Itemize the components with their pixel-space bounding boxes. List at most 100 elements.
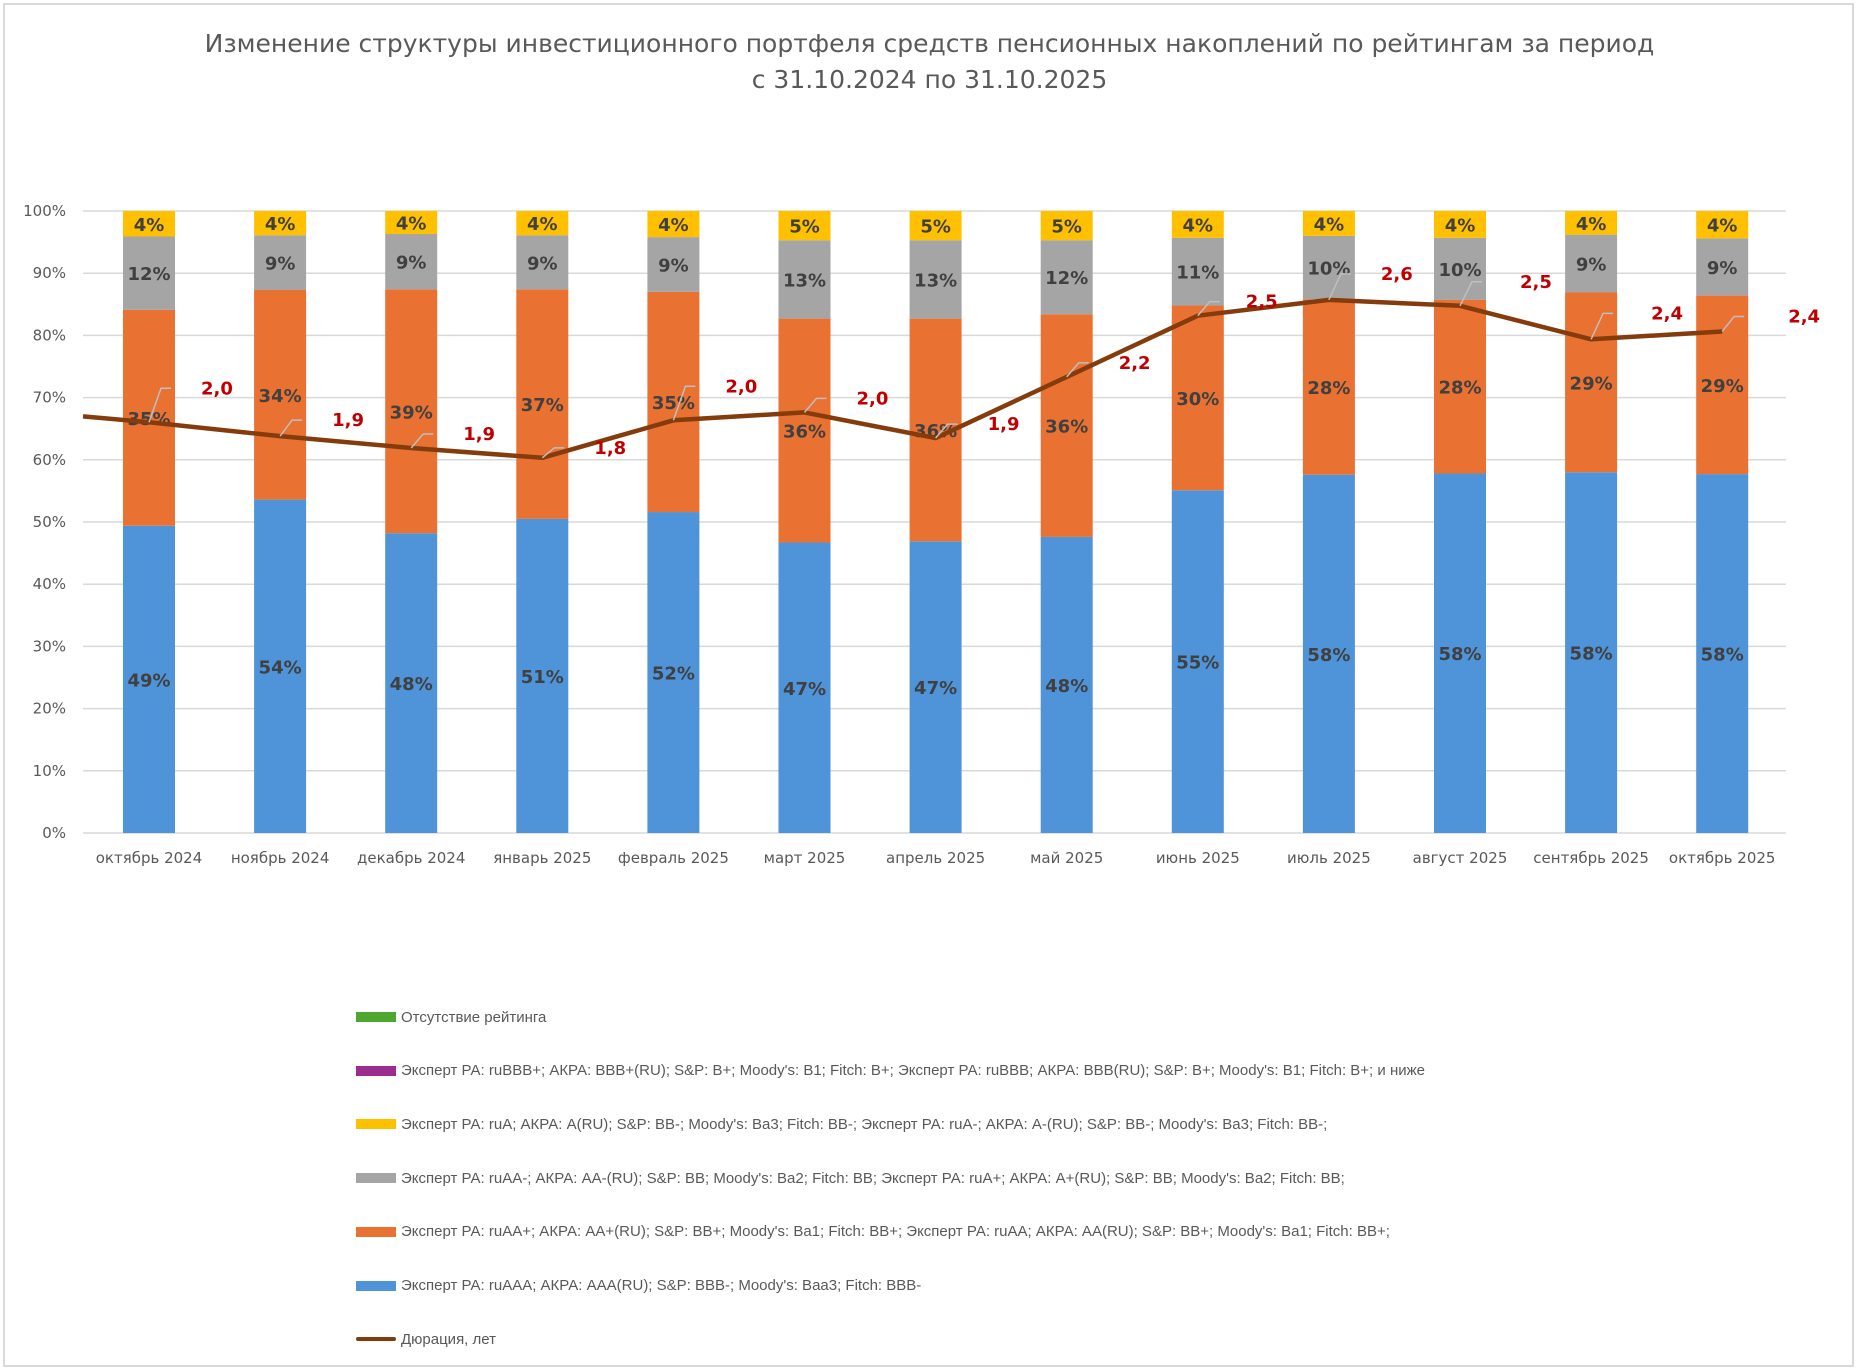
bar-segment bbox=[1696, 295, 1749, 475]
bar-data-label: 47% bbox=[914, 678, 957, 699]
bar-segment bbox=[647, 291, 700, 513]
y-tick-label: 100% bbox=[23, 202, 66, 220]
legend-label: Эксперт РА: ruBBB+; АКРА: BBB+(RU); S&P:… bbox=[401, 1062, 1425, 1080]
bar-data-label: 4% bbox=[134, 215, 165, 236]
y-tick-label: 90% bbox=[33, 264, 66, 282]
bar-data-label: 9% bbox=[1707, 258, 1738, 279]
duration-data-label: 2,4 bbox=[1788, 306, 1820, 327]
bar-data-label: 52% bbox=[652, 664, 695, 685]
bar-segment bbox=[1302, 235, 1355, 300]
bar-data-label: 58% bbox=[1701, 645, 1744, 666]
bar-data-label: 34% bbox=[259, 386, 302, 407]
bar-segment bbox=[123, 236, 175, 310]
x-tick-label: июнь 2025 bbox=[1156, 849, 1240, 867]
bar-segment bbox=[385, 533, 438, 833]
bar-segment bbox=[1171, 490, 1224, 833]
duration-data-label: 2,0 bbox=[201, 378, 233, 399]
bar-data-label: 39% bbox=[390, 402, 433, 423]
x-tick-label: февраль 2025 bbox=[618, 849, 729, 867]
y-tick-label: 40% bbox=[33, 575, 66, 593]
bar-segment bbox=[778, 211, 831, 241]
x-tick-label: август 2025 bbox=[1413, 849, 1508, 867]
y-tick-label: 60% bbox=[33, 451, 66, 469]
bar-segment bbox=[123, 211, 175, 237]
bar-segment bbox=[123, 309, 175, 526]
bar-segment bbox=[1434, 473, 1486, 833]
bar-segment bbox=[1302, 474, 1355, 833]
bar-data-label: 30% bbox=[1176, 389, 1219, 410]
bar-data-label: 4% bbox=[1445, 215, 1476, 236]
bar-segment bbox=[778, 542, 831, 833]
bar-data-label: 9% bbox=[1576, 255, 1607, 276]
duration-data-label: 2,2 bbox=[1119, 353, 1151, 374]
duration-leader-line bbox=[1721, 315, 1745, 332]
y-tick-label: 50% bbox=[33, 513, 66, 531]
bar-data-label: 28% bbox=[1307, 378, 1350, 399]
bar-segment bbox=[778, 240, 831, 319]
legend-item: Эксперт РА: ruA; АКРА: A(RU); S&P: BB-; … bbox=[356, 1114, 1327, 1134]
legend-item: Эксперт РА: ruAAA; АКРА: AAA(RU); S&P: B… bbox=[356, 1276, 921, 1296]
legend-label: Отсутствие рейтинга bbox=[401, 1008, 547, 1026]
bar-segment bbox=[1040, 536, 1093, 833]
bar-data-label: 5% bbox=[789, 217, 820, 238]
legend-item: Дюрация, лет bbox=[356, 1329, 496, 1349]
y-tick-label: 70% bbox=[33, 389, 66, 407]
x-tick-label: октябрь 2025 bbox=[1669, 849, 1776, 867]
duration-leader-line bbox=[1459, 281, 1482, 307]
bar-data-label: 36% bbox=[1045, 417, 1088, 438]
bar-data-label: 13% bbox=[783, 270, 826, 291]
legend-label: Эксперт РА: ruAAA; АКРА: AAA(RU); S&P: B… bbox=[401, 1277, 922, 1294]
chart-title-line-2: с 31.10.2024 по 31.10.2025 bbox=[751, 65, 1108, 94]
bar-data-label: 10% bbox=[1438, 260, 1481, 281]
x-tick-label: октябрь 2024 bbox=[96, 849, 203, 867]
bar-segment bbox=[516, 518, 569, 833]
x-tick-label: июль 2025 bbox=[1287, 849, 1371, 867]
duration-leader-line bbox=[803, 397, 827, 413]
duration-data-label: 1,9 bbox=[332, 410, 364, 431]
bar-data-label: 9% bbox=[265, 254, 296, 275]
bar-segment bbox=[1040, 211, 1093, 241]
legend-color-swatch bbox=[356, 1012, 396, 1022]
bar-data-label: 5% bbox=[1051, 217, 1082, 238]
bar-segment bbox=[778, 318, 831, 543]
bar-data-label: 12% bbox=[127, 264, 170, 285]
legend-label: Эксперт РА: ruAA+; АКРА: AA+(RU); S&P: B… bbox=[401, 1223, 1390, 1241]
x-tick-label: сентябрь 2025 bbox=[1533, 849, 1649, 867]
duration-leader-line bbox=[410, 433, 434, 449]
duration-data-label: 1,8 bbox=[594, 438, 626, 459]
duration-data-label: 2,4 bbox=[1651, 303, 1683, 324]
bar-data-label: 4% bbox=[658, 215, 689, 236]
bar-data-label: 49% bbox=[127, 670, 170, 691]
bar-segment bbox=[909, 211, 962, 241]
bar-data-label: 4% bbox=[396, 214, 427, 235]
chart-title: Изменение структуры инвестиционного порт… bbox=[0, 26, 1859, 98]
y-tick-label: 80% bbox=[33, 326, 66, 344]
bar-segment bbox=[647, 211, 700, 238]
duration-leader-line bbox=[935, 423, 958, 439]
duration-line bbox=[82, 297, 1723, 461]
duration-data-label: 2,0 bbox=[725, 376, 757, 397]
bar-segment bbox=[254, 211, 307, 236]
bar-data-label: 13% bbox=[914, 270, 957, 291]
bar-data-label: 35% bbox=[652, 393, 695, 414]
x-tick-label: май 2025 bbox=[1030, 849, 1103, 867]
x-tick-label: ноябрь 2024 bbox=[231, 849, 330, 867]
bar-segment bbox=[385, 234, 438, 290]
bar-segment bbox=[1696, 474, 1749, 833]
duration-labels: 2,0 1,9 1,9 1,8 2,0 2,0 1,9 2,2 2,5 2,6 2,5 2,4 2,4 bbox=[148, 264, 1820, 459]
bar-data-label: 9% bbox=[658, 255, 689, 276]
duration-leader-line bbox=[1590, 312, 1614, 340]
bar-segment bbox=[516, 235, 569, 290]
duration-data-label: 2,0 bbox=[857, 388, 889, 409]
bar-data-label: 9% bbox=[527, 253, 558, 274]
bar-segment bbox=[1434, 299, 1486, 474]
bar-data-label: 4% bbox=[527, 214, 558, 235]
duration-leader-line bbox=[672, 385, 696, 421]
bar-segment bbox=[647, 512, 700, 833]
duration-leader-line bbox=[279, 419, 303, 437]
bar-segment bbox=[1565, 211, 1618, 235]
y-tick-label: 0% bbox=[42, 824, 66, 842]
legend-label: Эксперт РА: ruAA-; АКРА: AA-(RU); S&P: B… bbox=[401, 1169, 1345, 1187]
bar-data-label: 5% bbox=[920, 217, 951, 238]
legend-item: Эксперт РА: ruAA-; АКРА: AA-(RU); S&P: B… bbox=[356, 1168, 1345, 1188]
